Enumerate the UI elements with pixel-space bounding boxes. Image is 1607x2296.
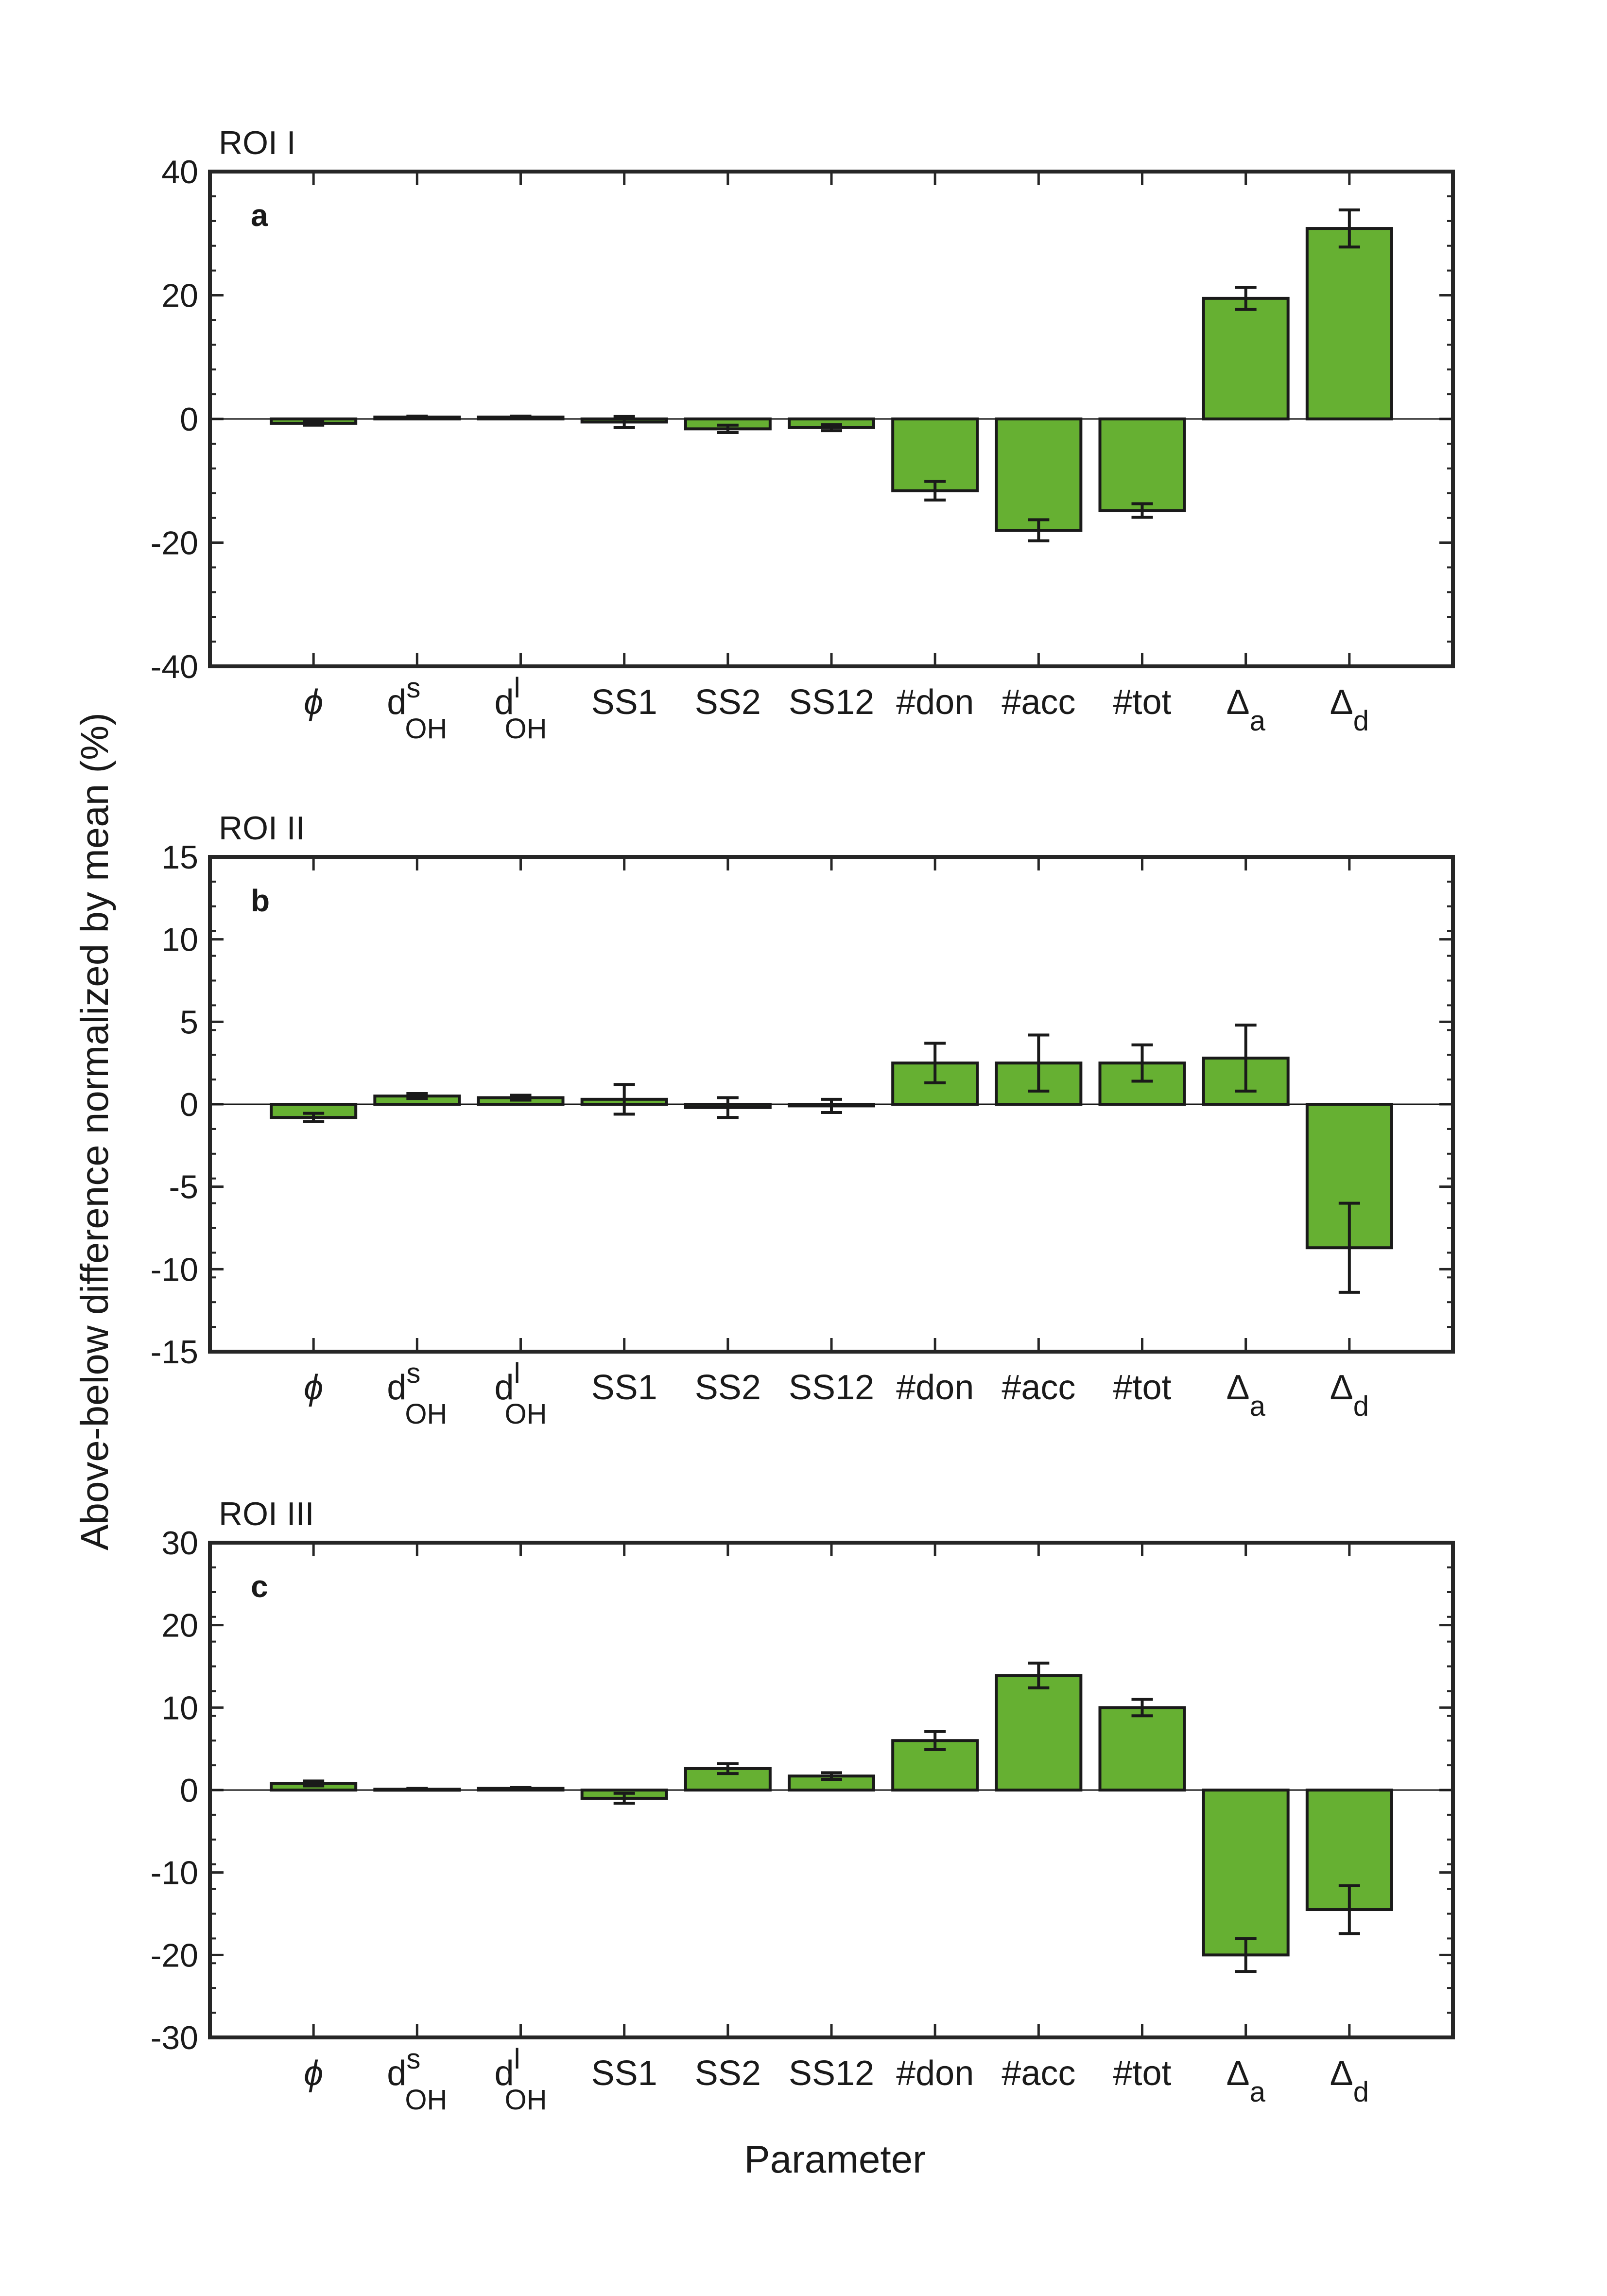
panel-title: ROI II — [219, 810, 305, 847]
panel-letter: b — [251, 883, 270, 918]
y-axis-label: Above-below difference normalized by mea… — [73, 713, 116, 1550]
x-tick-label: Δa — [1226, 683, 1265, 737]
y-tick-label: -30 — [151, 2019, 198, 2056]
x-tick-label: Δd — [1330, 1368, 1369, 1422]
x-tick-label: Δd — [1330, 2054, 1369, 2108]
panel-b: ROI II 15 10 5 0 -5 -10 -15 b ϕ ds OH dl OH SS1 SS2 SS12… — [151, 810, 1455, 1430]
panel-title: ROI I — [219, 124, 296, 161]
x-tick-label: ϕ — [304, 1368, 323, 1407]
y-tick-label: 40 — [161, 154, 198, 191]
y-tick-label: -10 — [151, 1855, 198, 1892]
x-tick-label: Δd — [1330, 683, 1369, 737]
y-tick-label: -20 — [151, 1937, 198, 1974]
bar — [1098, 417, 1186, 512]
panel-c: ROI III 30 20 10 0 -10 -20 -30 c ϕ ds OH dl OH SS1 SS2 S… — [151, 1496, 1455, 2116]
x-tick-label: #don — [896, 683, 974, 722]
x-tick-label: Δa — [1226, 1368, 1265, 1422]
bar — [995, 1674, 1083, 1792]
panel-title: ROI III — [219, 1496, 314, 1532]
plot-frame — [208, 1541, 1455, 2039]
y-tick-label: -20 — [151, 525, 198, 562]
y-tick-label: -10 — [151, 1251, 198, 1288]
x-tick-label: SS1 — [591, 1368, 657, 1407]
bar — [995, 417, 1083, 532]
x-tick-label: SS2 — [695, 683, 761, 722]
x-tick-label: SS12 — [789, 1368, 874, 1407]
y-tick-label: 0 — [180, 1772, 198, 1809]
x-tick-label: #acc — [1002, 2054, 1075, 2093]
y-tick-label: -40 — [151, 648, 198, 685]
y-tick-label: 20 — [161, 1607, 198, 1644]
bar — [1098, 1706, 1186, 1792]
x-tick-label: #don — [896, 2054, 974, 2093]
panel-letter: c — [251, 1569, 268, 1604]
y-tick-label: 30 — [161, 1525, 198, 1562]
y-tick-label: 5 — [180, 1004, 198, 1041]
x-tick-label: #tot — [1113, 683, 1171, 722]
x-tick-label: ds OH — [387, 672, 447, 745]
x-tick-label: #acc — [1002, 683, 1075, 722]
x-tick-label: ϕ — [304, 683, 323, 722]
x-tick-label: #acc — [1002, 1368, 1075, 1407]
x-axis-label: Parameter — [744, 2138, 925, 2181]
y-tick-label: -15 — [151, 1334, 198, 1371]
x-tick-label: Δa — [1226, 2054, 1265, 2108]
x-tick-label: #tot — [1113, 1368, 1171, 1407]
y-tick-label: 0 — [180, 401, 198, 438]
x-tick-label: #tot — [1113, 2054, 1171, 2093]
x-tick-label: SS1 — [591, 2054, 657, 2093]
bar — [1202, 1789, 1290, 1957]
x-tick-label: dl OH — [495, 2043, 547, 2116]
x-tick-label: dl OH — [495, 1357, 547, 1430]
x-tick-label: SS12 — [789, 683, 874, 722]
y-tick-label: 10 — [161, 922, 198, 958]
x-tick-label: SS2 — [695, 2054, 761, 2093]
y-tick-label: -5 — [169, 1169, 198, 1206]
x-tick-label: dl OH — [495, 672, 547, 745]
x-tick-label: SS1 — [591, 683, 657, 722]
x-tick-label: ds OH — [387, 1357, 447, 1430]
x-tick-label: SS2 — [695, 1368, 761, 1407]
bar — [1305, 227, 1393, 420]
y-tick-label: 0 — [180, 1086, 198, 1123]
x-tick-label: ϕ — [304, 2054, 323, 2093]
y-tick-label: 15 — [161, 839, 198, 876]
y-tick-label: 10 — [161, 1689, 198, 1726]
panel-letter: a — [251, 198, 268, 233]
x-tick-label: ds OH — [387, 2043, 447, 2116]
y-tick-label: 20 — [161, 278, 198, 314]
bar — [1202, 296, 1290, 420]
plot-frame — [208, 170, 1455, 668]
bar — [891, 417, 979, 492]
plot-frame — [208, 855, 1455, 1354]
x-tick-label: SS12 — [789, 2054, 874, 2093]
panel-a: ROI I 40 20 0 -20 -40 a ϕ ds OH dl OH SS1 SS2 SS12 #don… — [151, 124, 1455, 745]
x-tick-label: #don — [896, 1368, 974, 1407]
